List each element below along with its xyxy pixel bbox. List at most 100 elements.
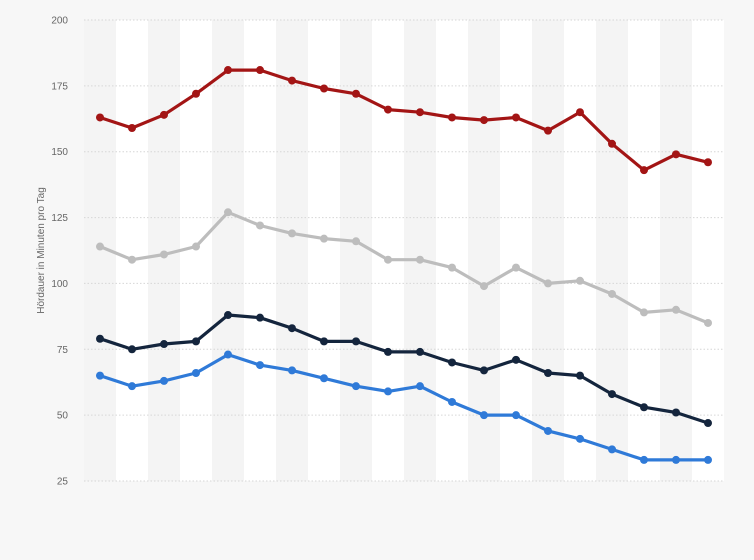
data-point-series-2 <box>608 289 616 298</box>
column-band <box>628 20 660 481</box>
column-band <box>692 20 724 481</box>
data-point-series-3 <box>672 408 680 417</box>
data-point-series-4 <box>576 434 584 443</box>
data-point-series-4 <box>512 411 520 420</box>
data-point-series-4 <box>128 382 136 391</box>
data-point-series-2 <box>576 276 584 285</box>
data-point-series-4 <box>704 455 712 464</box>
data-point-series-4 <box>160 376 168 385</box>
data-point-series-4 <box>320 374 328 383</box>
data-point-series-1 <box>416 108 424 117</box>
column-band <box>436 20 468 481</box>
data-point-series-3 <box>384 347 392 356</box>
data-point-series-1 <box>288 76 296 85</box>
data-point-series-4 <box>224 350 232 359</box>
data-point-series-3 <box>320 337 328 346</box>
data-point-series-2 <box>640 308 648 317</box>
data-point-series-3 <box>704 419 712 428</box>
data-point-series-1 <box>576 108 584 117</box>
data-point-series-1 <box>448 113 456 122</box>
data-point-series-1 <box>384 105 392 114</box>
data-point-series-3 <box>192 337 200 346</box>
y-tick-label: 25 <box>57 477 69 488</box>
y-tick-label: 50 <box>57 411 69 422</box>
data-point-series-2 <box>384 255 392 264</box>
y-axis-title: Hördauer in Minuten pro Tag <box>36 187 47 314</box>
data-point-series-1 <box>672 150 680 159</box>
data-point-series-4 <box>384 387 392 396</box>
data-point-series-4 <box>192 368 200 377</box>
data-point-series-3 <box>640 403 648 412</box>
series-line-4 <box>98 353 710 462</box>
data-point-series-1 <box>128 124 136 133</box>
data-point-series-3 <box>160 340 168 349</box>
data-point-series-2 <box>288 229 296 238</box>
data-point-series-4 <box>352 382 360 391</box>
column-band <box>372 20 404 481</box>
data-point-series-4 <box>448 397 456 406</box>
data-point-series-1 <box>320 84 328 93</box>
data-point-series-4 <box>640 455 648 464</box>
column-band <box>308 20 340 481</box>
data-point-series-3 <box>128 345 136 354</box>
data-point-series-3 <box>96 334 104 343</box>
data-point-series-1 <box>160 110 168 119</box>
y-tick-label: 175 <box>51 81 68 92</box>
y-tick-label: 75 <box>57 345 69 356</box>
data-point-series-2 <box>256 221 264 230</box>
data-point-series-2 <box>704 318 712 327</box>
y-tick-label: 150 <box>51 147 68 158</box>
series-line-3 <box>98 313 710 425</box>
data-point-series-2 <box>416 255 424 264</box>
data-point-series-3 <box>256 313 264 322</box>
column-band <box>500 20 532 481</box>
data-point-series-1 <box>704 158 712 167</box>
data-point-series-2 <box>128 255 136 264</box>
data-point-series-1 <box>512 113 520 122</box>
data-point-series-1 <box>224 66 232 75</box>
data-point-series-2 <box>672 305 680 314</box>
data-point-series-2 <box>512 263 520 272</box>
data-point-series-3 <box>544 368 552 377</box>
data-point-series-3 <box>608 390 616 399</box>
data-point-series-2 <box>160 250 168 259</box>
data-point-series-1 <box>544 126 552 135</box>
data-point-series-4 <box>96 371 104 380</box>
data-point-series-3 <box>352 337 360 346</box>
data-point-series-3 <box>512 355 520 364</box>
series-line-1 <box>98 68 710 172</box>
data-point-series-4 <box>608 445 616 454</box>
data-point-series-4 <box>416 382 424 391</box>
data-point-series-2 <box>192 242 200 251</box>
data-point-series-1 <box>256 66 264 75</box>
data-point-series-1 <box>192 89 200 98</box>
data-point-series-2 <box>544 279 552 288</box>
data-point-series-4 <box>256 361 264 370</box>
data-point-series-2 <box>224 208 232 217</box>
data-point-series-2 <box>352 237 360 246</box>
data-point-series-3 <box>224 311 232 320</box>
data-point-series-3 <box>416 347 424 356</box>
data-point-series-4 <box>288 366 296 375</box>
data-point-series-3 <box>288 324 296 333</box>
y-tick-label: 200 <box>51 16 68 27</box>
data-point-series-1 <box>608 139 616 148</box>
data-point-series-4 <box>672 455 680 464</box>
y-tick-label: 100 <box>51 279 68 290</box>
column-band <box>244 20 276 481</box>
data-point-series-4 <box>544 426 552 435</box>
data-point-series-2 <box>480 282 488 291</box>
data-point-series-2 <box>320 234 328 243</box>
column-band <box>116 20 148 481</box>
data-point-series-3 <box>576 371 584 380</box>
data-point-series-3 <box>448 358 456 367</box>
data-point-series-1 <box>352 89 360 98</box>
data-point-series-1 <box>480 116 488 125</box>
data-point-series-1 <box>640 166 648 175</box>
series-line-2 <box>98 210 710 325</box>
data-point-series-4 <box>480 411 488 420</box>
data-point-series-2 <box>448 263 456 272</box>
column-band <box>564 20 596 481</box>
